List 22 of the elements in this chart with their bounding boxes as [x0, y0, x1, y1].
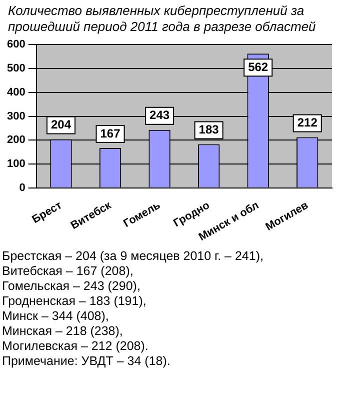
data-label: 212 [297, 116, 318, 130]
text: Минск – 344 (408), [2, 309, 110, 324]
y-tick-label: 400 [6, 86, 26, 98]
text: Могилевская – 212 (208). [2, 339, 150, 354]
y-tick-label: 0 [19, 182, 26, 194]
y-tick-label: 200 [6, 134, 26, 146]
y-tick-label: 500 [6, 62, 26, 75]
text: Брестская – 204 (за 9 месяцев 2010 г. – 241), [2, 249, 264, 264]
data-label: 243 [150, 108, 170, 122]
y-tick-label: 600 [6, 38, 26, 51]
y-tick-label: 100 [6, 158, 26, 170]
text: Гомельская – 243 (290), [2, 279, 142, 294]
text: Витебская – 167 (208), [2, 264, 134, 279]
data-label: 167 [100, 126, 121, 140]
y-tick-label: 300 [6, 110, 26, 122]
text: Гродненская – 183 (191), [2, 294, 148, 309]
chart-title: Количество выявленных киберпреступлений за прошедший период 2011 года в разрезе областей [7, 2, 317, 35]
data-label: 204 [50, 118, 72, 132]
text: Минская – 218 (238), [2, 324, 124, 339]
text: Примечание: УВДТ – 34 (18). [2, 354, 172, 369]
data-label: 562 [248, 60, 268, 74]
data-label: 183 [198, 122, 220, 137]
